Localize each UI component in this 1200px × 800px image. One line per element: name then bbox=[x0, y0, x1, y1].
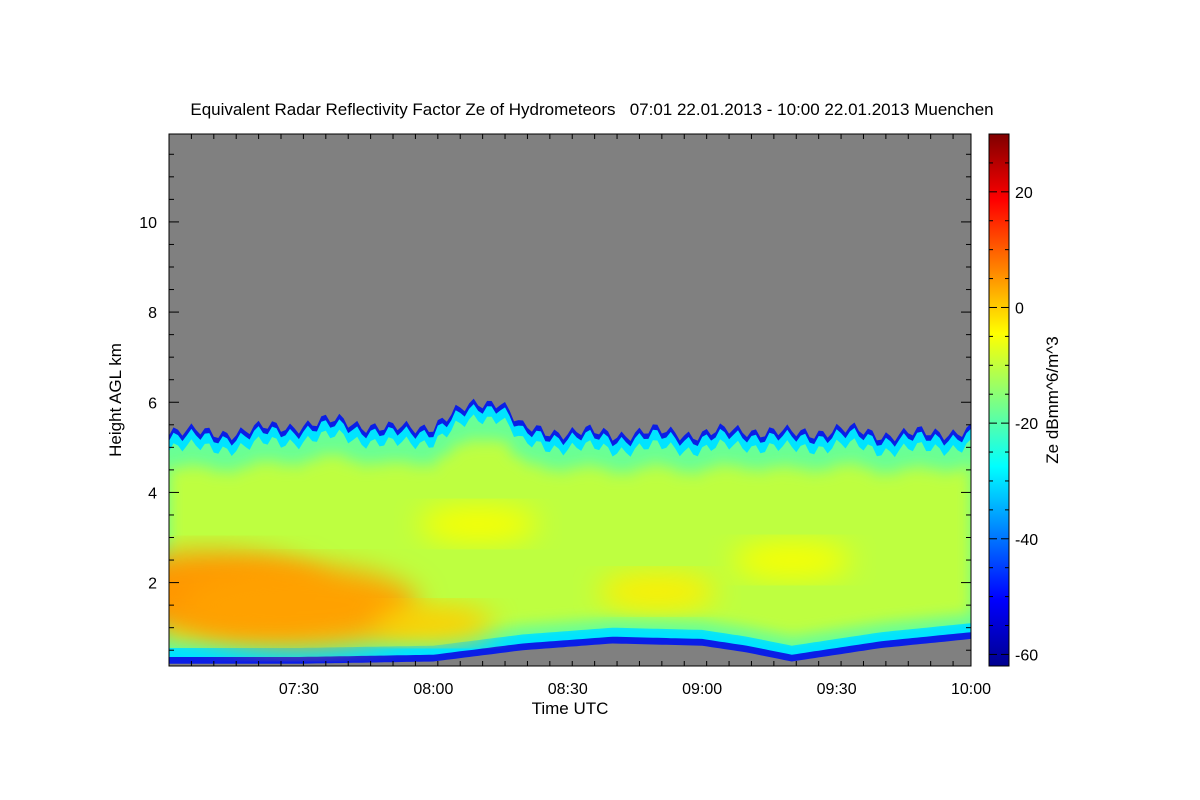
x-axis-ticks: 07:30 08:00 08:30 09:00 09:30 10:00 bbox=[168, 134, 991, 698]
echo-field bbox=[169, 398, 971, 664]
x-axis-label: Time UTC bbox=[532, 699, 609, 718]
x-tick-label: 09:30 bbox=[817, 681, 857, 698]
y-tick-label: 2 bbox=[148, 576, 157, 593]
colorbar-ticks: 20 0 -20 -40 -60 bbox=[989, 133, 1038, 664]
colorbar-tick-label: -60 bbox=[1015, 647, 1038, 664]
reflectivity-core-5 bbox=[731, 542, 852, 579]
reflectivity-core-2 bbox=[373, 605, 494, 642]
reflectivity-cores bbox=[169, 506, 852, 646]
colorbar-label: Ze dBmm^6/m^3 bbox=[1043, 336, 1062, 463]
y-axis-label: Height AGL km bbox=[106, 343, 125, 457]
colorbar-tick-label: 0 bbox=[1015, 300, 1024, 317]
colorbar-tick-label: 20 bbox=[1015, 185, 1033, 202]
chart-title: Equivalent Radar Reflectivity Factor Ze … bbox=[190, 100, 993, 119]
y-tick-label: 10 bbox=[139, 215, 157, 232]
x-tick-label: 10:00 bbox=[951, 681, 991, 698]
y-axis-ticks: 2 4 6 8 10 bbox=[139, 153, 971, 651]
colorbar bbox=[988, 133, 1010, 667]
plot-frame bbox=[168, 133, 972, 667]
y-tick-label: 6 bbox=[148, 395, 157, 412]
y-tick-label: 4 bbox=[148, 485, 157, 502]
x-tick-label: 08:30 bbox=[548, 681, 588, 698]
y-tick-label: 8 bbox=[148, 305, 157, 322]
reflectivity-core-4 bbox=[597, 573, 718, 610]
x-tick-label: 09:00 bbox=[682, 681, 722, 698]
colorbar-tick-label: -40 bbox=[1015, 532, 1038, 549]
x-tick-label: 08:00 bbox=[413, 681, 453, 698]
reflectivity-core-1 bbox=[178, 565, 419, 646]
colorbar-tick-label: -20 bbox=[1015, 416, 1038, 433]
reflectivity-core-3 bbox=[418, 506, 539, 542]
x-tick-label: 07:30 bbox=[279, 681, 319, 698]
